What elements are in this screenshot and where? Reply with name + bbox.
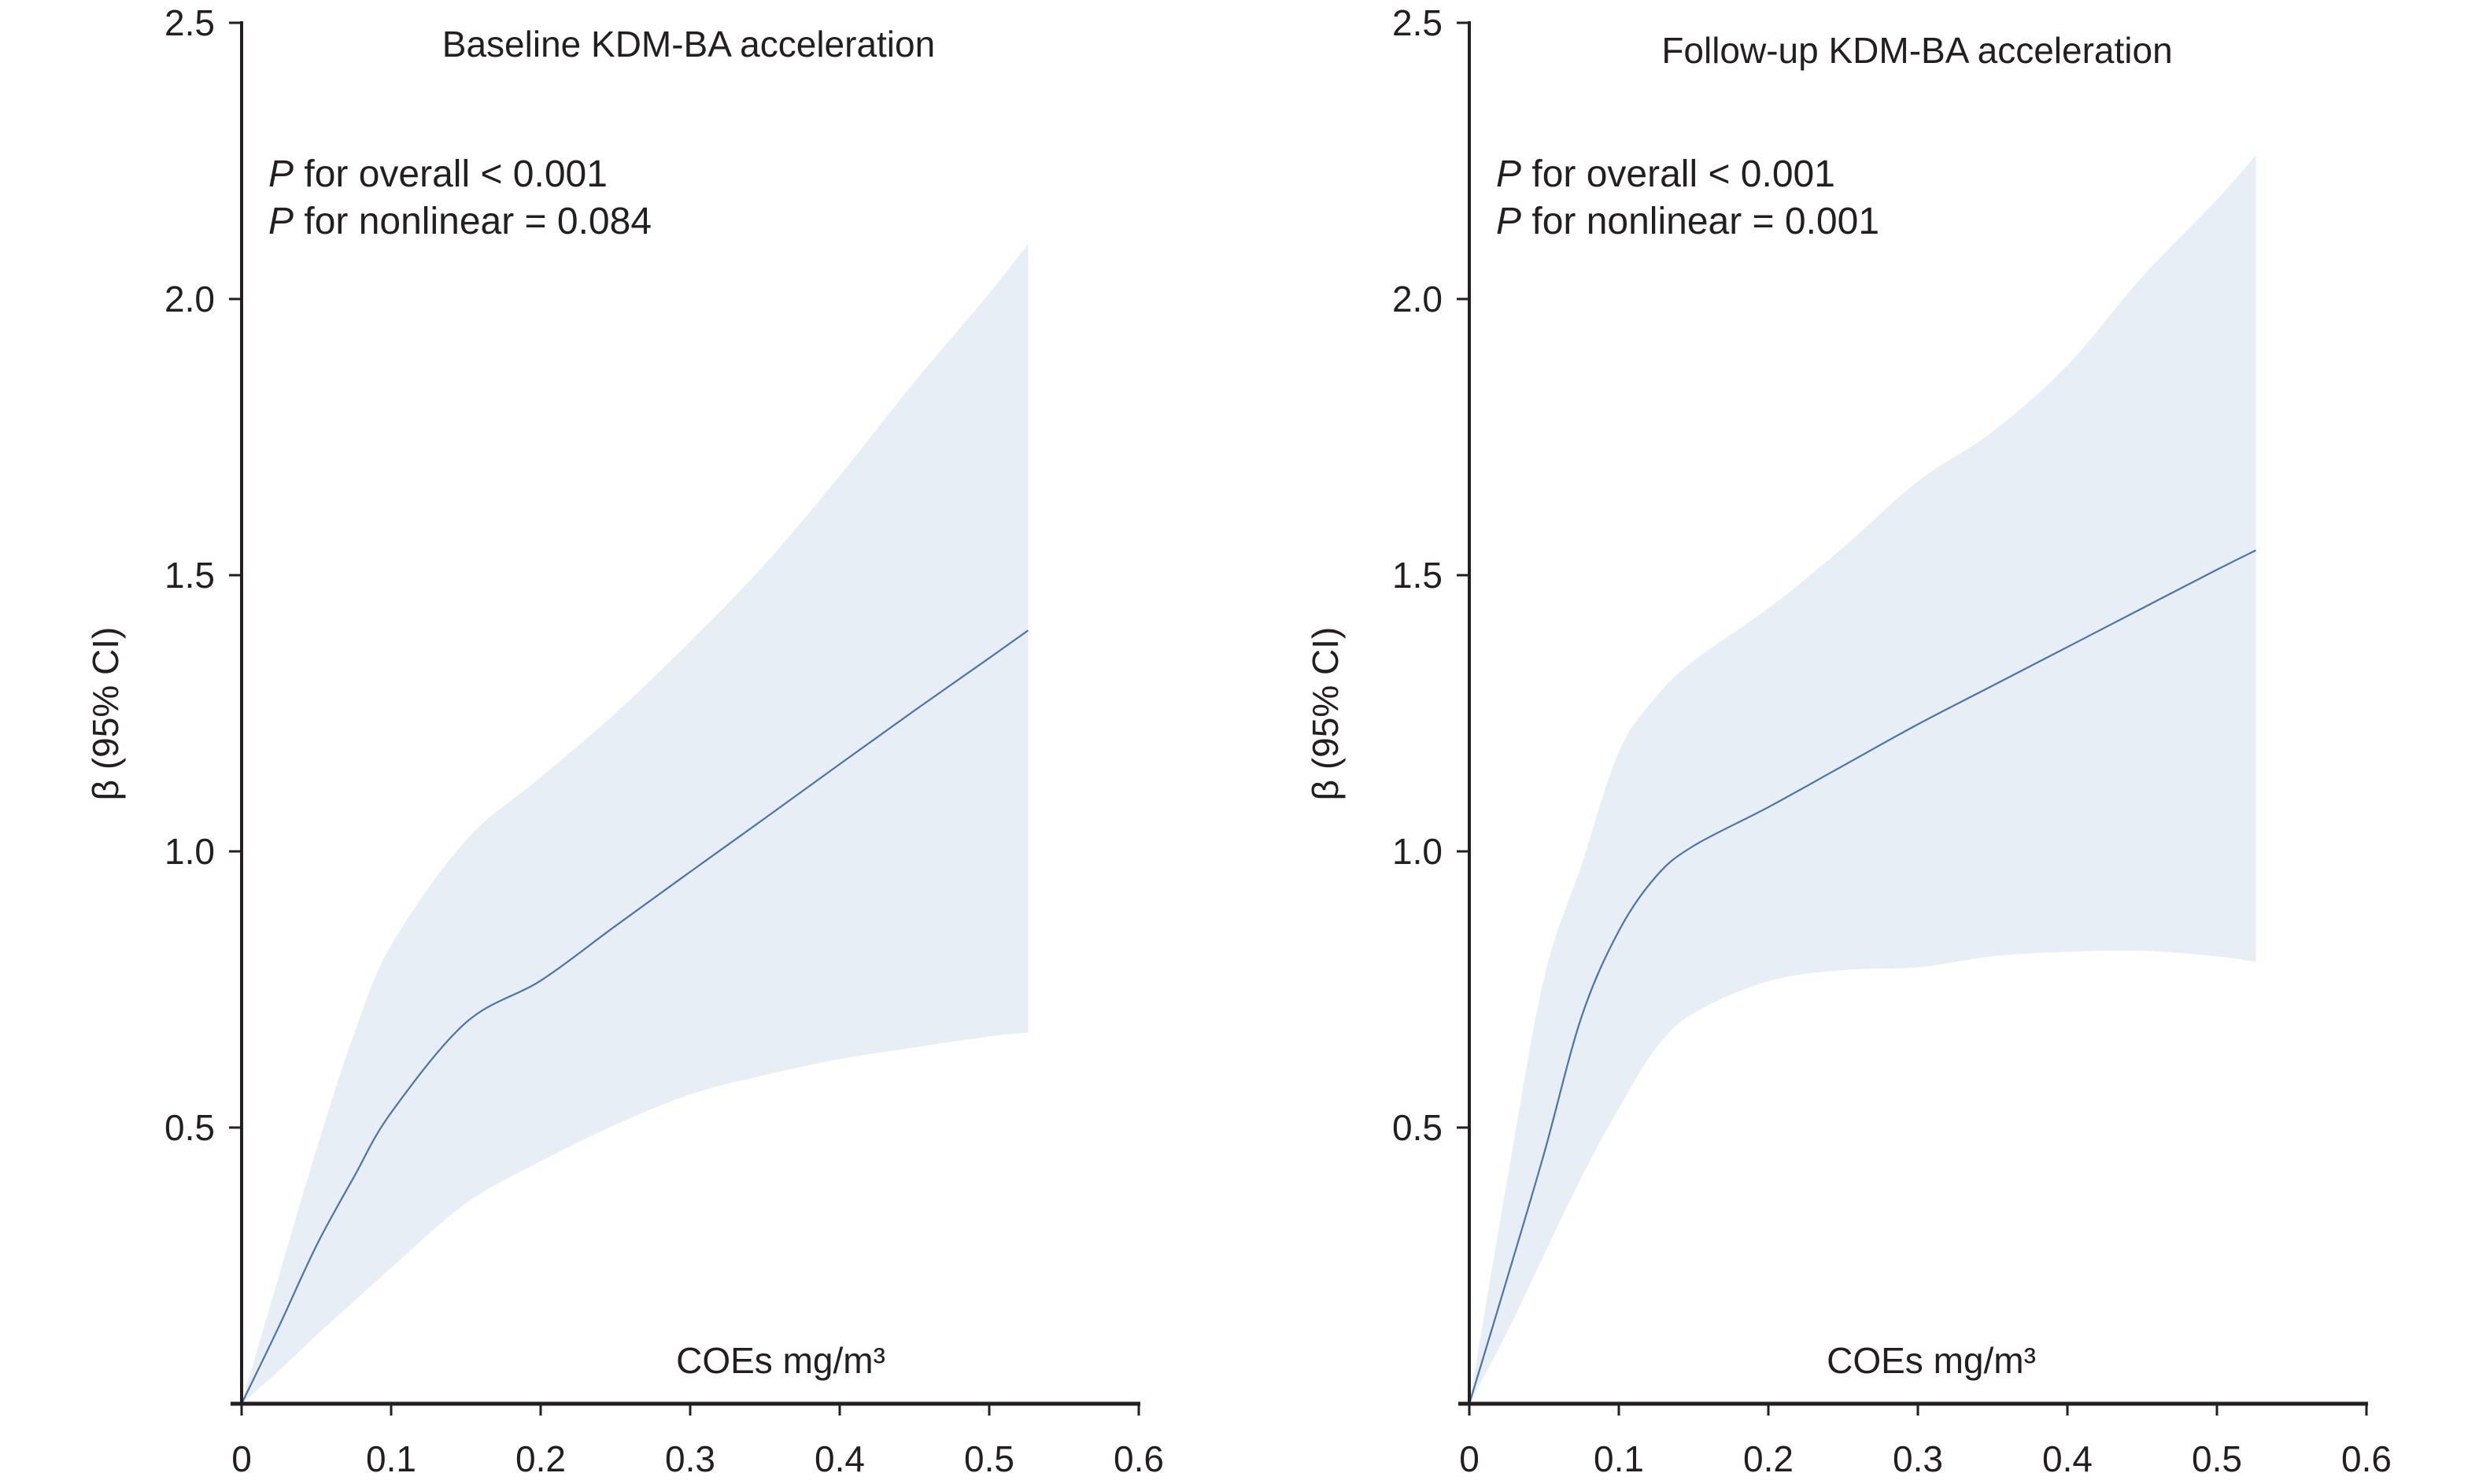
x-tick-label: 0.2	[1743, 1438, 1794, 1479]
y-tick-label: 0.5	[1392, 1107, 1443, 1148]
y-tick-label: 1.0	[164, 831, 215, 872]
axes: 0 0.1 0.2 0.3 0.4 0.5 0.6 0.5 1.0 1.5 2.0 2.5	[164, 2, 1164, 1479]
p-nonlinear-annotation: P for nonlinear = 0.001	[1496, 201, 1879, 242]
p-nonlinear-annotation: P for nonlinear = 0.084	[268, 201, 652, 242]
y-tick-label: 2.5	[164, 2, 215, 43]
y-tick-label: 2.0	[1392, 279, 1443, 319]
x-tick-label: 0	[1459, 1438, 1480, 1479]
x-tick-label: 0.5	[964, 1438, 1014, 1479]
y-tick-label: 1.5	[1392, 555, 1443, 596]
chart-title: Follow-up KDM-BA acceleration	[1661, 30, 2172, 71]
p-symbol: P	[268, 153, 294, 195]
x-axis-label: COEs mg/m³	[676, 1340, 885, 1381]
axes: 0 0.1 0.2 0.3 0.4 0.5 0.6 0.5 1.0 1.5 2.0 2.5	[1392, 2, 2392, 1479]
x-tick-label: 0.6	[1114, 1438, 1164, 1479]
x-tick-label: 0.6	[2341, 1438, 2392, 1479]
y-axis-label: β (95% CI)	[1305, 627, 1346, 801]
ci-band	[242, 243, 1029, 1404]
x-tick-label: 0.3	[1893, 1438, 1943, 1479]
fit-line	[241, 629, 1029, 1405]
p-symbol: P	[1496, 153, 1521, 195]
y-tick-label: 2.0	[164, 279, 215, 319]
p-overall-annotation: P for overall < 0.001	[1496, 153, 1835, 195]
p-symbol: P	[268, 201, 294, 242]
x-tick-label: 0.2	[515, 1438, 566, 1479]
p-overall-annotation: P for overall < 0.001	[268, 153, 608, 195]
chart-title: Baseline KDM-BA acceleration	[442, 24, 935, 65]
ci-band	[1469, 155, 2256, 1404]
x-tick-label: 0.4	[2042, 1438, 2093, 1479]
y-tick-label: 2.5	[1392, 2, 1443, 43]
x-tick-label: 0.1	[366, 1438, 416, 1479]
p-overall-text: for overall < 0.001	[294, 153, 608, 195]
y-tick-label: 0.5	[164, 1107, 215, 1148]
panel-baseline: 0 0.1 0.2 0.3 0.4 0.5 0.6 0.5 1.0 1.5 2.0 2.5 Basel…	[85, 2, 1164, 1479]
x-axis-label: COEs mg/m³	[1827, 1340, 2036, 1381]
p-nonlinear-text: for nonlinear = 0.001	[1521, 201, 1879, 242]
panel-follow-up: 0 0.1 0.2 0.3 0.4 0.5 0.6 0.5 1.0 1.5 2.0 2.5 Follo…	[1305, 2, 2392, 1479]
p-nonlinear-text: for nonlinear = 0.084	[294, 201, 652, 242]
x-tick-label: 0.4	[815, 1438, 865, 1479]
x-tick-label: 0	[231, 1438, 252, 1479]
y-tick-label: 1.5	[164, 555, 215, 596]
x-tick-label: 0.3	[665, 1438, 715, 1479]
p-symbol: P	[1496, 201, 1521, 242]
p-overall-text: for overall < 0.001	[1521, 153, 1835, 195]
y-axis-label: β (95% CI)	[85, 627, 126, 801]
fit-line	[1468, 549, 2256, 1405]
x-tick-label: 0.1	[1594, 1438, 1644, 1479]
x-tick-label: 0.5	[2192, 1438, 2242, 1479]
y-tick-label: 1.0	[1392, 831, 1443, 872]
